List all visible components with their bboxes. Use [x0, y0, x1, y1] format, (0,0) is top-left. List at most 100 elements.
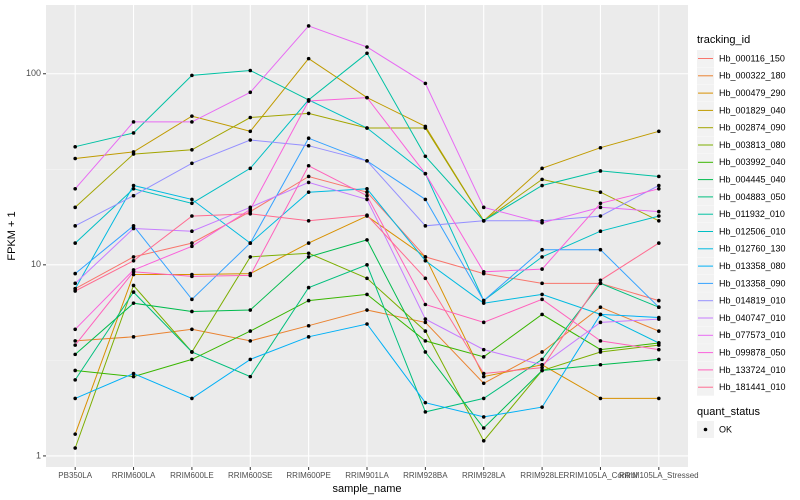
- legend-label: Hb_004445_040: [719, 174, 786, 184]
- point: [306, 99, 311, 103]
- point: [423, 302, 428, 307]
- point: [423, 224, 428, 228]
- y-tick-label: 10: [31, 259, 41, 269]
- point: [73, 281, 77, 286]
- point: [540, 362, 544, 367]
- point: [423, 255, 428, 259]
- point: [190, 147, 194, 152]
- y-axis-title: FPKM + 1: [6, 211, 18, 260]
- legend-title: tracking_id: [697, 34, 750, 46]
- point: [190, 197, 194, 202]
- point: [365, 95, 369, 100]
- point: [131, 283, 136, 288]
- point: [540, 312, 544, 317]
- point: [481, 426, 486, 430]
- point: [540, 177, 544, 182]
- status-label: OK: [719, 424, 732, 434]
- point: [190, 229, 194, 233]
- point: [365, 292, 369, 297]
- point: [306, 241, 311, 245]
- point: [540, 350, 544, 354]
- point: [598, 145, 603, 150]
- point: [248, 357, 253, 362]
- point: [540, 247, 544, 252]
- legend-label: Hb_002874_090: [719, 123, 786, 133]
- legend-label: Hb_001829_040: [719, 105, 786, 115]
- point: [598, 205, 603, 210]
- point: [657, 174, 661, 179]
- point: [73, 396, 77, 401]
- x-tick-label: RRIM600SE: [228, 471, 272, 480]
- point: [131, 152, 136, 156]
- point: [598, 362, 603, 367]
- point: [481, 301, 486, 305]
- point: [657, 329, 661, 333]
- point: [598, 169, 603, 173]
- x-tick-label: RRIM928LE: [520, 471, 564, 480]
- point: [657, 305, 661, 310]
- point: [598, 396, 603, 401]
- point: [131, 131, 136, 135]
- point: [540, 368, 544, 373]
- point: [365, 197, 369, 202]
- point: [365, 190, 369, 194]
- point: [248, 115, 253, 120]
- point: [540, 220, 544, 225]
- point: [190, 297, 194, 302]
- point: [248, 138, 253, 142]
- point: [73, 378, 77, 382]
- point: [131, 371, 136, 376]
- point: [131, 186, 136, 191]
- point: [248, 207, 253, 212]
- point: [190, 327, 194, 332]
- legend-label: Hb_013358_090: [719, 278, 786, 288]
- point: [190, 350, 194, 354]
- point: [131, 290, 136, 294]
- point: [365, 51, 369, 56]
- x-tick-label: PB350LA: [58, 471, 92, 480]
- x-tick-label: RRIM928BA: [403, 471, 448, 480]
- point: [598, 312, 603, 317]
- point: [73, 368, 77, 373]
- point: [423, 126, 428, 130]
- point: [423, 197, 428, 202]
- point: [73, 144, 77, 149]
- point: [248, 255, 253, 259]
- point: [657, 183, 661, 188]
- legend-label: Hb_013358_080: [719, 261, 786, 271]
- x-tick-label: RRIM928LA: [462, 471, 506, 480]
- point: [598, 278, 603, 283]
- point: [481, 269, 486, 274]
- point: [598, 305, 603, 310]
- point: [481, 298, 486, 303]
- point: [306, 285, 311, 290]
- point: [598, 339, 603, 343]
- point: [306, 335, 311, 339]
- point: [248, 166, 253, 171]
- point: [73, 205, 77, 210]
- point: [190, 214, 194, 218]
- legend-label: Hb_012506_010: [719, 226, 786, 236]
- legend-label: Hb_014819_010: [719, 296, 786, 306]
- point: [481, 371, 486, 376]
- point: [598, 229, 603, 233]
- x-tick-label: RRIM105LA_Control: [564, 471, 638, 480]
- point: [73, 271, 77, 276]
- point: [365, 308, 369, 312]
- legend-label: Hb_099878_050: [719, 347, 786, 357]
- point: [190, 241, 194, 245]
- legend-label: Hb_003813_080: [719, 140, 786, 150]
- point: [365, 186, 369, 191]
- point: [481, 438, 486, 443]
- legend-label: Hb_133724_010: [719, 365, 786, 375]
- legend-label: Hb_040747_010: [719, 313, 786, 323]
- point: [423, 258, 428, 263]
- point: [481, 374, 486, 379]
- point: [131, 224, 136, 228]
- point: [365, 193, 369, 198]
- point: [131, 258, 136, 263]
- point: [598, 347, 603, 352]
- point: [190, 244, 194, 249]
- x-tick-label: RRIM600LA: [112, 471, 156, 480]
- point: [248, 211, 253, 216]
